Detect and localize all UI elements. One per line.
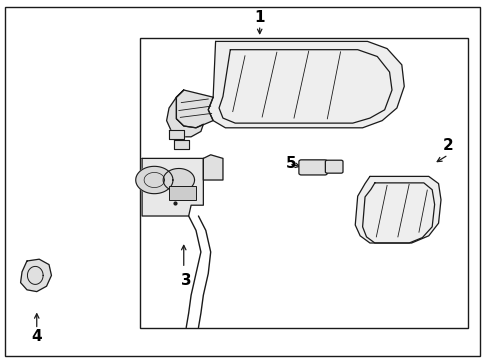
Polygon shape	[355, 176, 441, 243]
Polygon shape	[136, 166, 173, 194]
Text: 3: 3	[181, 273, 192, 288]
Text: 1: 1	[254, 10, 265, 26]
Bar	[140, 38, 468, 328]
Polygon shape	[21, 259, 51, 292]
Text: 5: 5	[286, 156, 297, 171]
Polygon shape	[208, 41, 404, 128]
Polygon shape	[174, 140, 189, 149]
Polygon shape	[169, 130, 184, 139]
Polygon shape	[203, 155, 223, 180]
FancyBboxPatch shape	[325, 160, 343, 173]
Polygon shape	[142, 158, 203, 216]
Bar	[169, 186, 196, 200]
Polygon shape	[176, 90, 213, 128]
Polygon shape	[163, 168, 195, 192]
Text: 2: 2	[443, 138, 454, 153]
Polygon shape	[167, 90, 203, 137]
Text: 4: 4	[31, 329, 42, 344]
FancyBboxPatch shape	[299, 160, 327, 175]
